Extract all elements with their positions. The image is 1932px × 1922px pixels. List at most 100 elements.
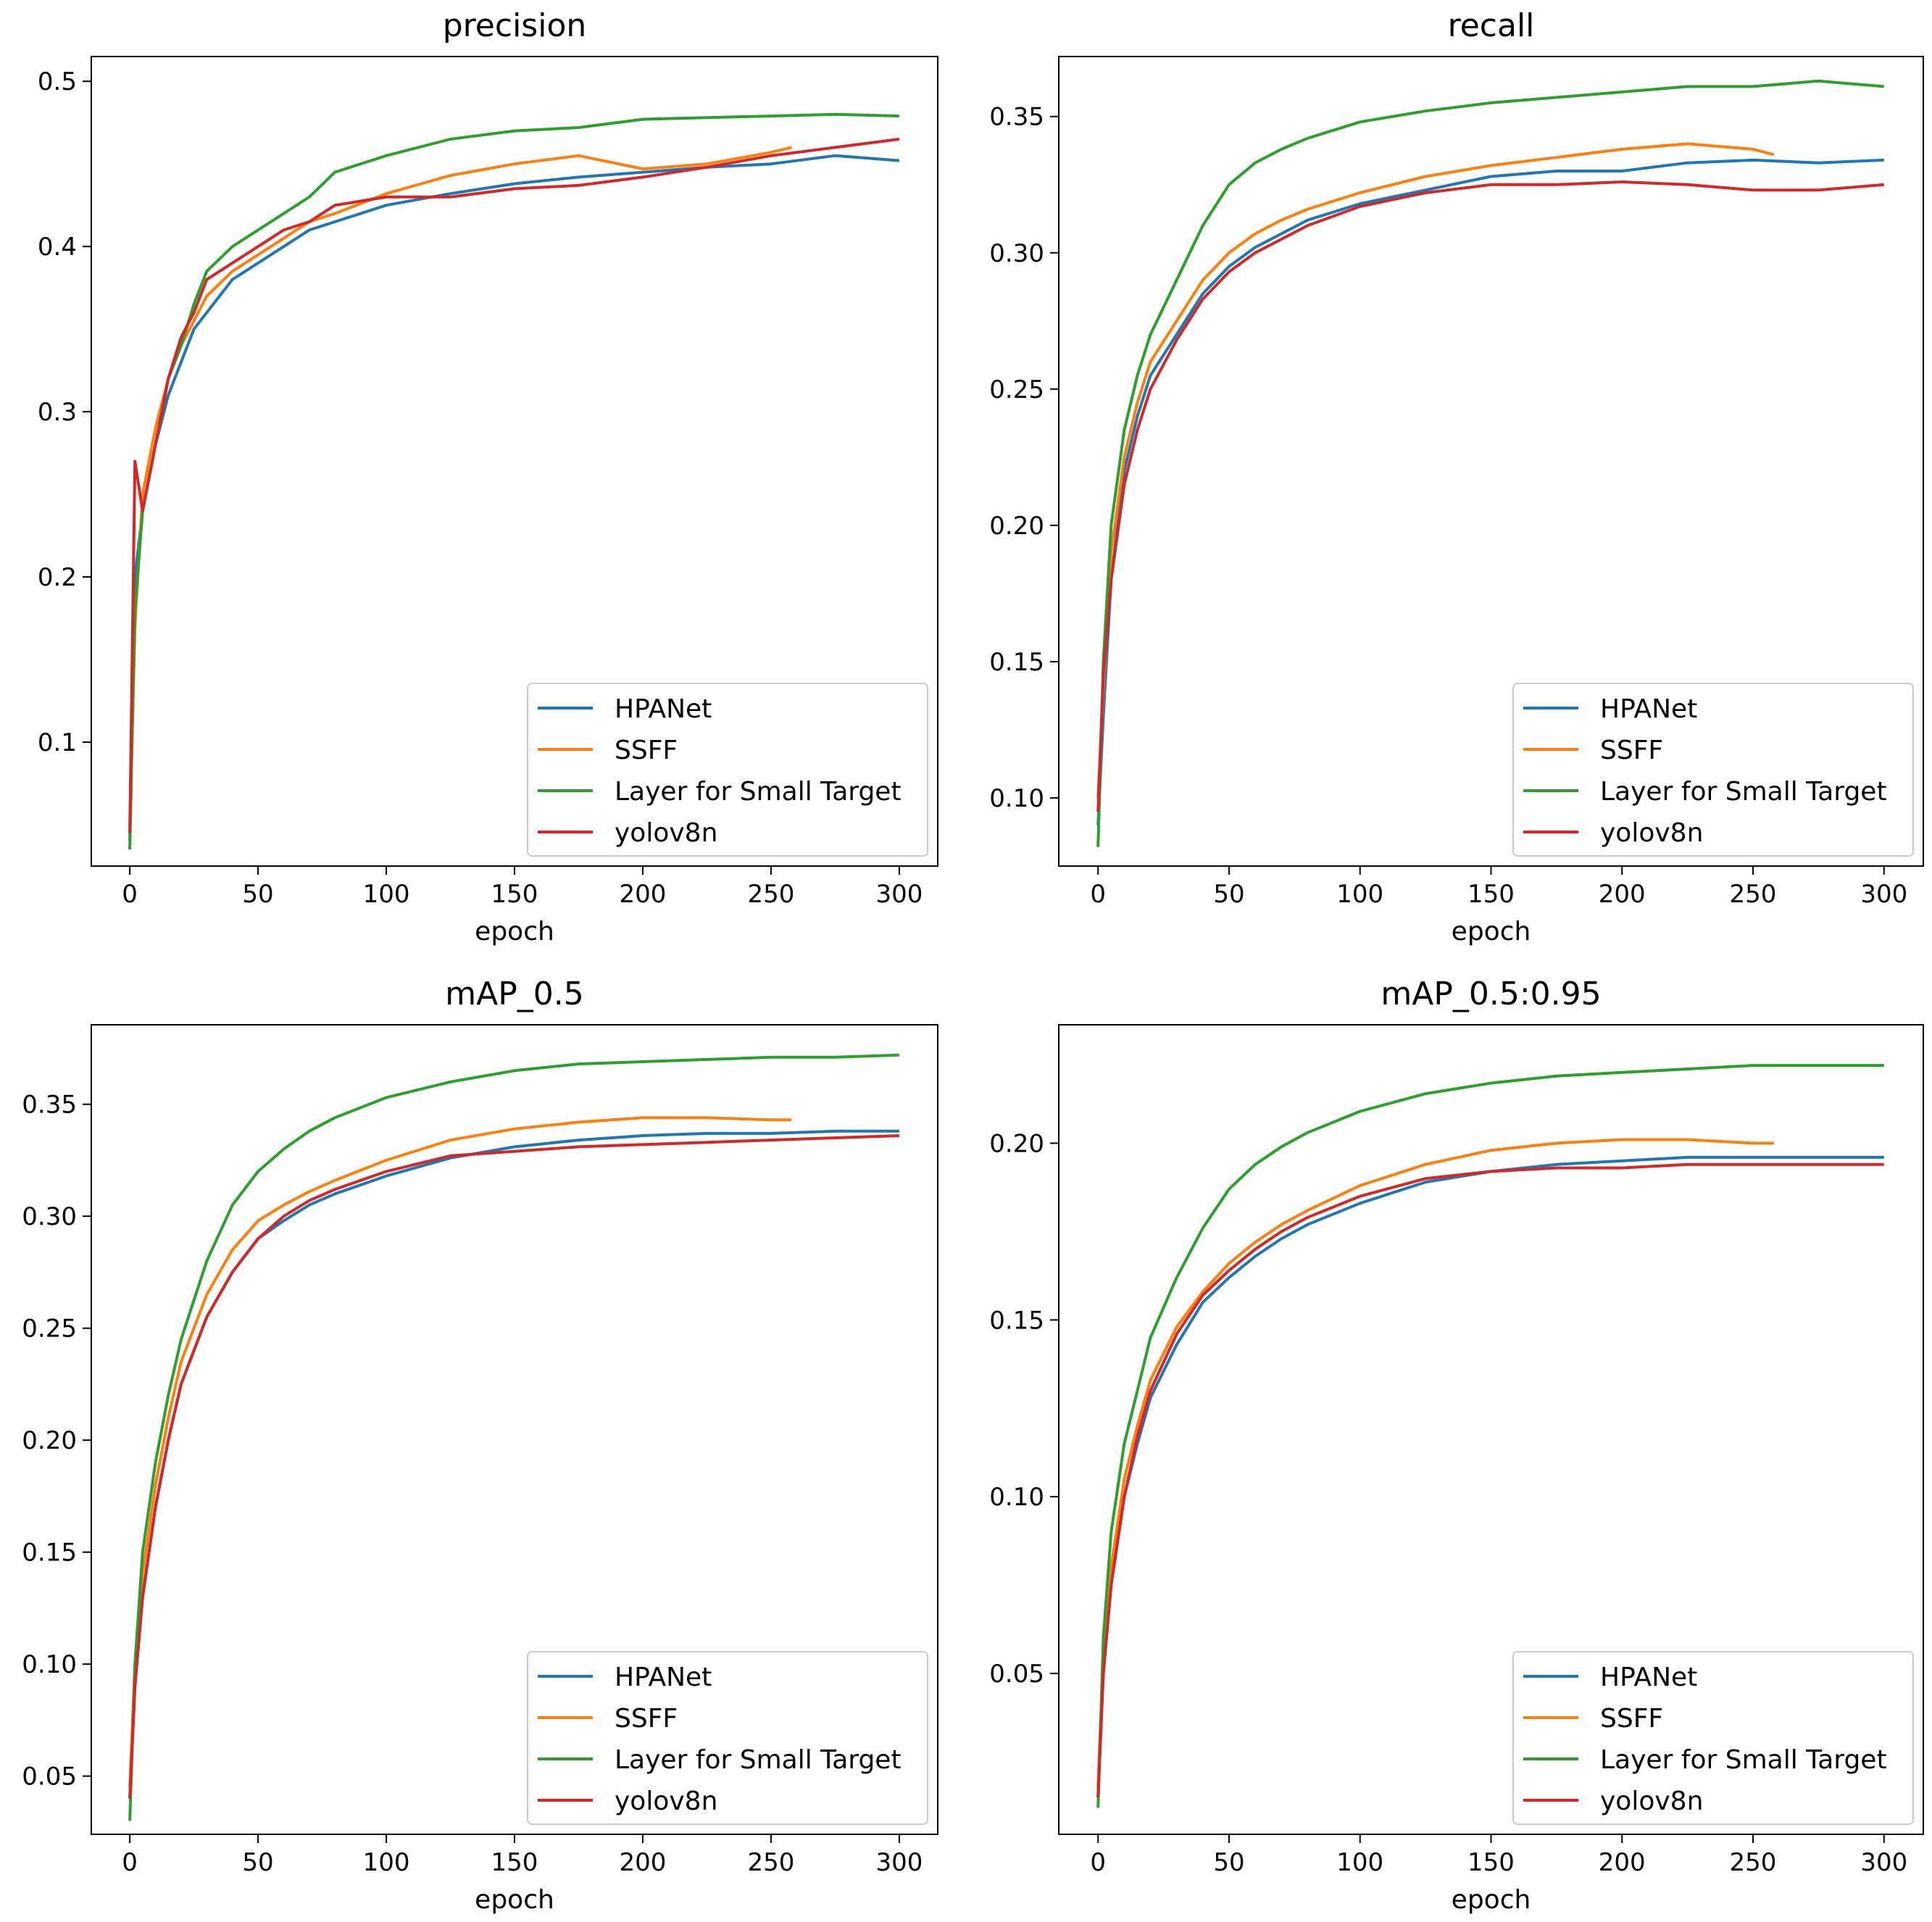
legend-label: SSFF — [615, 1704, 678, 1734]
y-tick-label: 0.20 — [22, 1426, 77, 1455]
legend-label: Layer for Small Target — [615, 1745, 902, 1775]
legend-label: HPANet — [1600, 1663, 1697, 1692]
y-tick-label: 0.05 — [22, 1763, 77, 1792]
y-tick-label: 0.5 — [38, 67, 77, 96]
series-line-1 — [128, 1116, 792, 1788]
subplot-3: mAP_0.5 0 50 100 150 200 250 300 0.05 0.10 0.15 0.2… — [22, 975, 938, 1915]
y-tick-label: 0.10 — [989, 784, 1044, 813]
legend-label: SSFF — [1600, 736, 1663, 765]
x-tick-label: 150 — [1467, 880, 1515, 909]
series-line-2 — [1096, 1064, 1884, 1808]
series-line-2 — [1096, 79, 1884, 847]
subplot-1: precision 0 50 100 150 200 250 300 0.1 0.2 0.3 0.4 0… — [38, 7, 938, 947]
y-tick-label: 0.35 — [989, 103, 1044, 132]
legend-box — [1512, 683, 1914, 857]
legend-label: HPANet — [615, 1663, 712, 1692]
y-tick-label: 0.3 — [38, 398, 77, 427]
x-tick-label: 300 — [1860, 1848, 1907, 1877]
y-tick-label: 0.10 — [989, 1483, 1044, 1512]
legend-label: yolov8n — [615, 1786, 717, 1816]
x-tick-label: 100 — [1336, 880, 1383, 909]
x-tick-label: 0 — [1090, 880, 1106, 909]
x-axis-label: epoch — [1452, 1885, 1531, 1915]
series-line-0 — [1096, 158, 1884, 825]
y-tick-label: 0.30 — [989, 239, 1044, 268]
y-tick-label: 0.05 — [989, 1660, 1044, 1689]
x-tick-label: 100 — [1336, 1848, 1383, 1877]
y-tick-label: 0.25 — [989, 375, 1044, 404]
legend: HPANet SSFF Layer for Small Target yolov8n — [1512, 683, 1914, 857]
x-tick-label: 0 — [1090, 1848, 1106, 1877]
legend-label: SSFF — [615, 736, 678, 765]
series-line-0 — [128, 154, 900, 841]
legend-label: SSFF — [1600, 1704, 1663, 1734]
y-tick-label: 0.15 — [989, 1306, 1044, 1335]
series-line-3 — [1096, 180, 1884, 812]
series-line-2 — [128, 1053, 899, 1821]
x-tick-label: 150 — [491, 1848, 538, 1877]
x-tick-label: 100 — [363, 1848, 410, 1877]
y-tick-label: 0.1 — [38, 728, 77, 757]
x-tick-label: 0 — [122, 880, 138, 909]
series-line-1 — [128, 146, 792, 825]
series-line-1 — [1096, 1138, 1774, 1787]
x-tick-label: 200 — [620, 1848, 667, 1877]
legend-box — [527, 683, 928, 857]
x-axis-label: epoch — [475, 1885, 554, 1915]
legend-label: HPANet — [1600, 694, 1697, 724]
x-tick-label: 50 — [1213, 880, 1244, 909]
legend-label: yolov8n — [1600, 818, 1703, 848]
legend: HPANet SSFF Layer for Small Target yolov8n — [527, 683, 928, 857]
subplot-title: mAP_0.5 — [445, 975, 583, 1012]
legend-label: Layer for Small Target — [1600, 1745, 1887, 1775]
x-tick-label: 250 — [1730, 880, 1777, 909]
legend-label: HPANet — [615, 694, 712, 724]
x-tick-label: 250 — [747, 1848, 794, 1877]
series-line-3 — [128, 1134, 899, 1799]
x-tick-label: 250 — [1730, 1848, 1777, 1877]
legend-label: yolov8n — [1600, 1786, 1703, 1816]
x-tick-label: 300 — [1860, 880, 1907, 909]
y-tick-label: 0.25 — [22, 1315, 77, 1344]
series-line-3 — [128, 138, 900, 833]
y-tick-label: 0.15 — [989, 648, 1044, 677]
subplot-4: mAP_0.5:0.95 0 50 100 150 200 250 300 0.05 0.10 0.… — [989, 975, 1924, 1915]
x-tick-label: 50 — [242, 1848, 273, 1877]
x-tick-label: 300 — [875, 1848, 923, 1877]
legend-box — [527, 1651, 928, 1825]
subplot-title: recall — [1448, 7, 1535, 44]
y-tick-label: 0.35 — [22, 1091, 77, 1120]
x-tick-label: 200 — [1599, 1848, 1646, 1877]
series-line-3 — [1096, 1162, 1884, 1797]
x-tick-label: 100 — [363, 880, 410, 909]
x-tick-label: 50 — [1213, 1848, 1244, 1877]
x-tick-label: 0 — [122, 1848, 138, 1877]
y-tick-label: 0.15 — [22, 1539, 77, 1568]
x-tick-label: 200 — [620, 880, 667, 909]
subplot-title: precision — [443, 7, 587, 44]
y-tick-label: 0.20 — [989, 1129, 1044, 1158]
x-tick-label: 300 — [875, 880, 923, 909]
y-tick-label: 0.2 — [38, 563, 77, 592]
x-tick-label: 200 — [1599, 880, 1646, 909]
y-tick-label: 0.20 — [989, 512, 1044, 541]
legend-box — [1512, 1651, 1914, 1825]
legend-label: Layer for Small Target — [1600, 777, 1887, 807]
x-tick-label: 250 — [747, 880, 794, 909]
x-tick-label: 150 — [491, 880, 538, 909]
legend-label: yolov8n — [615, 818, 717, 848]
x-axis-label: epoch — [1452, 917, 1531, 947]
y-tick-label: 0.4 — [38, 233, 77, 262]
legend: HPANet SSFF Layer for Small Target yolov8n — [1512, 1651, 1914, 1825]
legend: HPANet SSFF Layer for Small Target yolov8n — [527, 1651, 928, 1825]
subplot-2: recall 0 50 100 150 200 250 300 0.10 0.15 0.20 0.25… — [989, 7, 1924, 947]
series-line-1 — [1096, 142, 1775, 799]
y-tick-label: 0.30 — [22, 1202, 77, 1231]
legend-label: Layer for Small Target — [615, 777, 902, 807]
x-tick-label: 150 — [1467, 1848, 1515, 1877]
y-tick-label: 0.10 — [22, 1650, 77, 1679]
x-tick-label: 50 — [242, 880, 273, 909]
subplot-title: mAP_0.5:0.95 — [1381, 975, 1601, 1012]
x-axis-label: epoch — [475, 917, 554, 947]
